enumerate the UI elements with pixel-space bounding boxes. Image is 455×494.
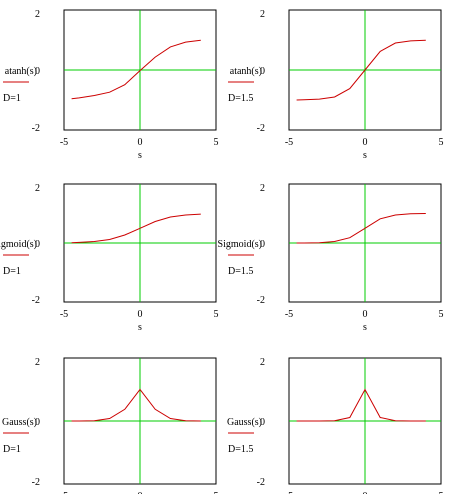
x-tick-label: 5 xyxy=(214,137,219,148)
param-annotation: D=1 xyxy=(3,444,21,455)
x-tick-label: 0 xyxy=(363,309,368,320)
y-tick-label: -2 xyxy=(32,295,40,306)
y-tick-label: 0 xyxy=(260,66,265,77)
y-tick-label: -2 xyxy=(257,123,265,134)
param-annotation: D=1 xyxy=(3,93,21,104)
param-annotation: D=1.5 xyxy=(228,266,253,277)
x-tick-label: -5 xyxy=(60,137,68,148)
y-tick-label: 2 xyxy=(260,9,265,20)
x-tick-label: -5 xyxy=(285,137,293,148)
param-annotation: D=1.5 xyxy=(228,93,253,104)
y-axis-label: Gauss(s) xyxy=(2,417,37,428)
y-tick-label: -2 xyxy=(257,295,265,306)
series-line xyxy=(296,388,426,422)
x-tick-label: -5 xyxy=(60,309,68,320)
x-axis-label: s xyxy=(363,322,367,333)
param-annotation: D=1 xyxy=(3,266,21,277)
y-tick-label: -2 xyxy=(257,477,265,488)
y-tick-label: 2 xyxy=(35,357,40,368)
y-tick-label: 0 xyxy=(260,239,265,250)
series-line xyxy=(71,39,201,100)
series-line xyxy=(296,39,426,101)
y-tick-label: -2 xyxy=(32,123,40,134)
x-tick-label: 0 xyxy=(363,137,368,148)
series-line xyxy=(71,388,201,422)
y-tick-label: 0 xyxy=(260,417,265,428)
y-axis-label: Sigmoid(s) xyxy=(218,239,262,250)
x-tick-label: 5 xyxy=(439,137,444,148)
x-tick-label: 5 xyxy=(214,491,219,494)
param-annotation: D=1.5 xyxy=(228,444,253,455)
x-tick-label: 0 xyxy=(363,491,368,494)
x-tick-label: 5 xyxy=(214,309,219,320)
x-axis-label: s xyxy=(138,150,142,161)
x-tick-label: -5 xyxy=(285,491,293,494)
y-tick-label: 0 xyxy=(35,417,40,428)
y-axis-label: Sigmoid(s) xyxy=(0,239,37,250)
y-tick-label: 2 xyxy=(35,183,40,194)
y-axis-label: atanh(s) xyxy=(5,66,37,77)
series-line xyxy=(296,213,426,244)
y-tick-label: 2 xyxy=(260,357,265,368)
x-tick-label: 0 xyxy=(138,491,143,494)
x-axis-label: s xyxy=(363,150,367,161)
x-axis-label: s xyxy=(138,322,142,333)
y-tick-label: 0 xyxy=(35,239,40,250)
series-line xyxy=(71,213,201,244)
y-axis-label: atanh(s) xyxy=(230,66,262,77)
y-tick-label: 0 xyxy=(35,66,40,77)
x-tick-label: 0 xyxy=(138,309,143,320)
x-tick-label: 5 xyxy=(439,309,444,320)
y-tick-label: 2 xyxy=(35,9,40,20)
x-tick-label: 0 xyxy=(138,137,143,148)
x-tick-label: 5 xyxy=(439,491,444,494)
y-axis-label: Gauss(s) xyxy=(227,417,262,428)
y-tick-label: -2 xyxy=(32,477,40,488)
x-tick-label: -5 xyxy=(285,309,293,320)
y-tick-label: 2 xyxy=(260,183,265,194)
x-tick-label: -5 xyxy=(60,491,68,494)
